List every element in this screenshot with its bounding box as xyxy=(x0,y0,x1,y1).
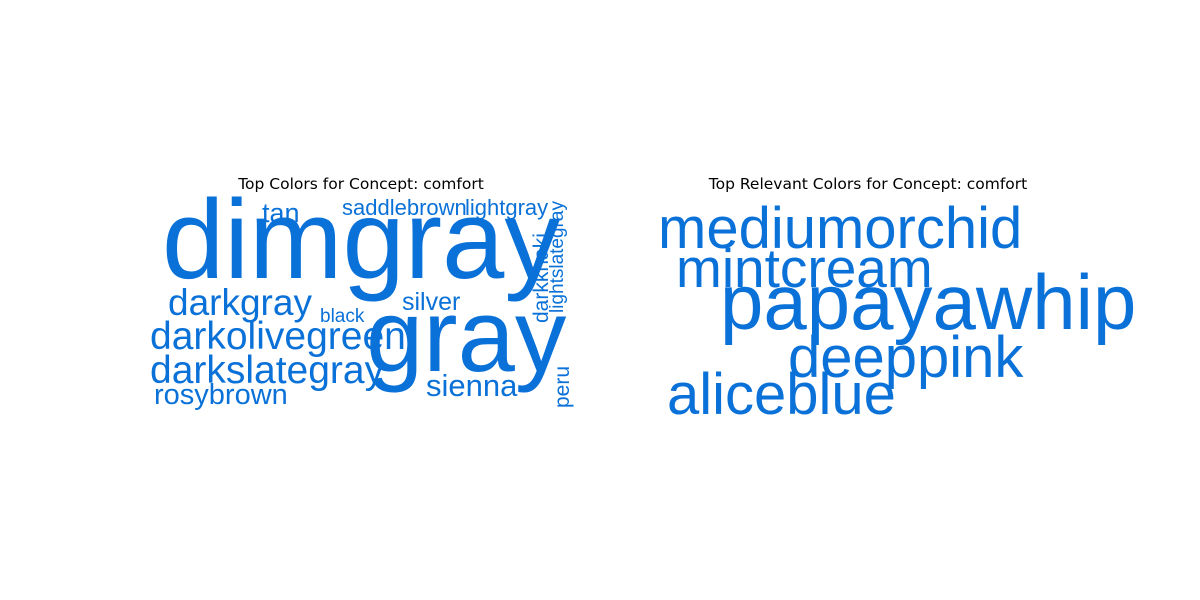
chart-title-left: Top Colors for Concept: comfort xyxy=(238,175,484,193)
word-silver: silver xyxy=(402,288,461,316)
word-mediumorchid: mediumorchid xyxy=(658,196,1023,261)
chart-title-right: Top Relevant Colors for Concept: comfort xyxy=(708,175,1028,193)
word-deeppink: deeppink xyxy=(788,325,1024,390)
word-dimgray: dimgray xyxy=(162,177,561,302)
word-mintcream: mintcream xyxy=(676,237,933,299)
word-darkgray: darkgray xyxy=(168,282,312,323)
word-tan: tan xyxy=(262,198,300,228)
word-darkolivegreen: darkolivegreen xyxy=(150,315,406,358)
word-peru: peru xyxy=(551,365,574,408)
word-lightgray: lightgray xyxy=(465,195,549,220)
word-black: black xyxy=(320,306,365,327)
word-aliceblue: aliceblue xyxy=(667,362,896,427)
word-rosybrown: rosybrown xyxy=(154,379,288,411)
word-sienna: sienna xyxy=(426,368,518,403)
word-gray: gray xyxy=(366,278,567,393)
word-lightslategray: lightslategray xyxy=(547,201,568,313)
word-papayawhip: papayawhip xyxy=(720,258,1137,346)
word-saddlebrown: saddlebrown xyxy=(342,195,467,220)
word-darkslategray: darkslategray xyxy=(150,349,385,392)
